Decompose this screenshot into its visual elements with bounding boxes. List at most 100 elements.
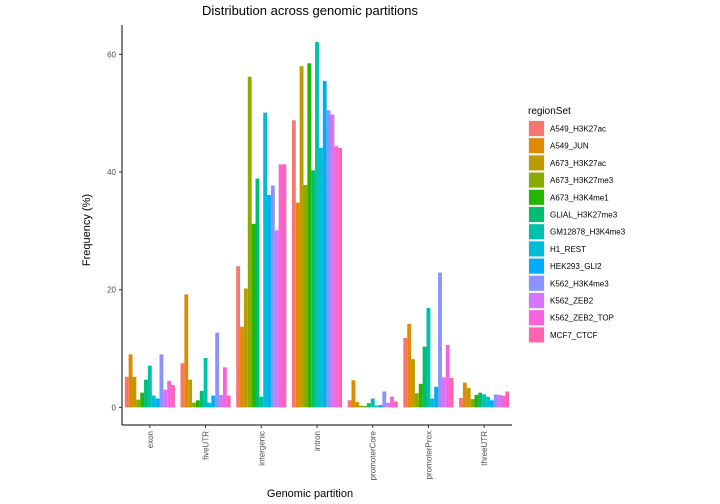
bar xyxy=(255,178,260,408)
bar xyxy=(407,323,412,408)
legend-swatch xyxy=(529,241,544,257)
legend-swatch xyxy=(529,189,544,205)
bar xyxy=(132,376,137,408)
legend-label: MCF7_CTCF xyxy=(550,331,598,340)
legend-label: K562_ZEB2 xyxy=(550,297,594,306)
legend-label: A549_JUN xyxy=(550,142,589,151)
bar xyxy=(307,63,312,408)
bar xyxy=(291,120,296,408)
bar xyxy=(378,405,383,408)
legend-swatch xyxy=(529,258,544,274)
bar xyxy=(278,164,283,408)
bar xyxy=(263,112,268,408)
bar xyxy=(382,391,387,408)
bar xyxy=(124,376,129,408)
bar xyxy=(414,393,419,408)
legend-label: GM12878_H3K4me3 xyxy=(550,228,626,237)
bar xyxy=(501,395,506,408)
bar xyxy=(470,399,475,408)
x-tick-label: exon xyxy=(146,431,155,448)
bar xyxy=(136,399,141,408)
bar xyxy=(215,332,220,408)
bar xyxy=(386,402,391,408)
bar xyxy=(489,400,494,408)
bar xyxy=(199,390,204,408)
legend-label: K562_H3K4me3 xyxy=(550,279,609,288)
x-tick-label: promoterProx xyxy=(424,431,433,479)
bar xyxy=(171,385,175,408)
bar xyxy=(393,401,398,408)
y-axis: 0 20 40 60 xyxy=(107,25,123,425)
legend-swatch xyxy=(529,138,544,154)
bar xyxy=(188,379,193,408)
bar xyxy=(163,389,168,408)
bar xyxy=(195,400,200,408)
bar xyxy=(363,406,367,408)
bar xyxy=(441,377,446,408)
bar xyxy=(147,365,152,408)
legend-swatch xyxy=(529,327,544,343)
x-tick-label: promoterCore xyxy=(369,430,378,480)
bar xyxy=(459,397,463,408)
bar xyxy=(482,394,487,408)
bar xyxy=(299,66,304,408)
x-axis: exon fiveUTR intergenic intron promoterCore p… xyxy=(122,424,512,480)
bar xyxy=(274,230,279,408)
legend-swatch xyxy=(529,121,544,136)
y-tick-label: 60 xyxy=(107,50,116,59)
bar xyxy=(411,359,415,408)
bar xyxy=(374,405,379,408)
y-axis-title: Frequency (%) xyxy=(81,194,93,266)
bar xyxy=(144,379,148,408)
x-tick-label: intron xyxy=(313,431,322,451)
bar xyxy=(203,357,208,408)
y-tick-label: 20 xyxy=(107,286,116,295)
y-tick-label: 40 xyxy=(107,168,116,177)
bar xyxy=(426,307,431,408)
legend-label: H1_REST xyxy=(550,245,586,254)
bar xyxy=(180,363,185,408)
bar xyxy=(267,195,271,408)
bar xyxy=(140,392,145,408)
bar xyxy=(128,354,133,408)
bar xyxy=(322,80,327,408)
bar xyxy=(311,170,316,408)
legend-label: GLIAL_H3K27me3 xyxy=(550,211,618,220)
bar xyxy=(351,380,356,408)
legend-swatch xyxy=(529,275,544,291)
bar xyxy=(251,223,256,408)
bar xyxy=(434,386,439,408)
bar xyxy=(493,394,498,408)
bar xyxy=(303,185,308,408)
legend-swatch xyxy=(529,155,544,171)
bar xyxy=(151,395,156,408)
bar xyxy=(445,345,450,408)
bar xyxy=(155,398,160,408)
x-tick-label: fiveUTR xyxy=(202,431,211,460)
bar xyxy=(226,395,231,408)
bar xyxy=(167,380,172,408)
bar xyxy=(326,110,331,408)
bar xyxy=(315,42,319,408)
legend-label: A673_H3K27me3 xyxy=(550,176,614,185)
legend-swatch xyxy=(529,172,544,188)
bar xyxy=(334,146,339,408)
bar xyxy=(338,147,343,408)
bar xyxy=(270,185,275,408)
bar xyxy=(449,377,454,408)
legend-label: K562_ZEB2_TOP xyxy=(550,314,614,323)
bar xyxy=(159,354,164,408)
legend-label: A549_H3K27ac xyxy=(550,125,606,134)
legend-label: A673_H3K27ac xyxy=(550,159,606,168)
x-tick-label: threeUTR xyxy=(480,431,489,466)
chart-title: Distribution across genomic partitions xyxy=(202,3,419,18)
bar xyxy=(192,402,196,408)
plot-area xyxy=(124,42,510,408)
bar xyxy=(462,382,467,408)
bar xyxy=(505,391,510,408)
bar xyxy=(422,346,427,408)
bar xyxy=(222,367,227,408)
bar xyxy=(211,395,216,408)
bar xyxy=(247,76,252,408)
